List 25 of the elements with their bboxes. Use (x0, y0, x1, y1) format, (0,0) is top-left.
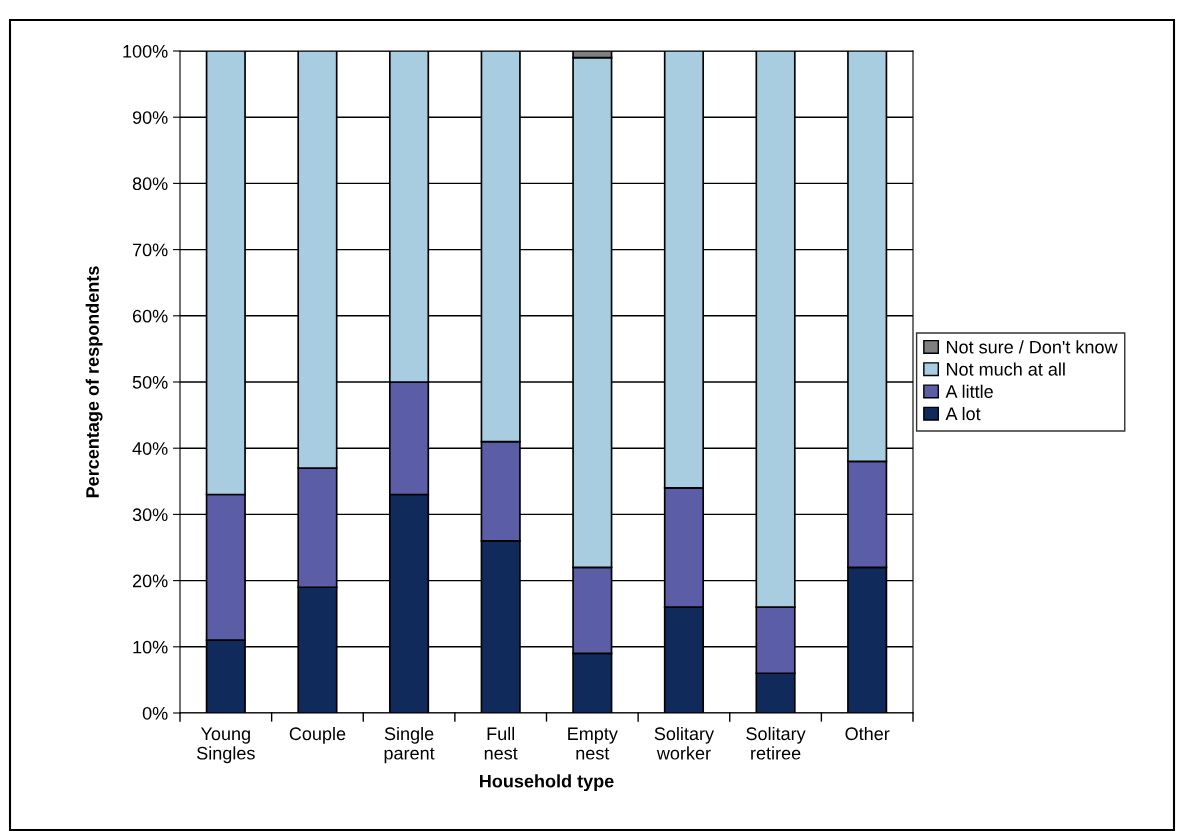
y-tick-label: 20% (132, 574, 168, 588)
x-tick-label: Full nest (484, 726, 518, 760)
x-tick-label: Solitary retiree (746, 726, 806, 760)
x-tick-label: Young Singles (197, 727, 255, 764)
x-tick-label: Other (845, 726, 890, 741)
y-tick-label: 0% (142, 706, 168, 720)
y-axis-title: Percentage of respondents (85, 266, 103, 498)
y-tick-label: 50% (132, 375, 168, 389)
y-tick-label: 70% (132, 243, 168, 257)
y-tick-label: 100% (123, 44, 168, 58)
y-tick-label: 30% (132, 508, 168, 522)
x-tick-label: Solitary worker (654, 726, 715, 760)
y-tick-label: 60% (132, 309, 168, 323)
y-tick-label: 80% (132, 177, 168, 191)
x-axis-title: Household type (480, 774, 614, 792)
legend-label: Not much at all (946, 362, 1065, 376)
y-tick-label: 40% (132, 442, 168, 455)
x-tick-label: Single parent (384, 726, 435, 764)
x-tick-label: Empty nest (568, 727, 618, 760)
y-tick-label: 90% (132, 111, 168, 124)
legend-label: A little (945, 384, 993, 398)
y-tick-label: 10% (133, 640, 168, 654)
x-tick-label: Couple (289, 726, 346, 744)
legend-label: A lot (945, 406, 981, 421)
legend-label: Not sure / Don't know (946, 340, 1118, 354)
